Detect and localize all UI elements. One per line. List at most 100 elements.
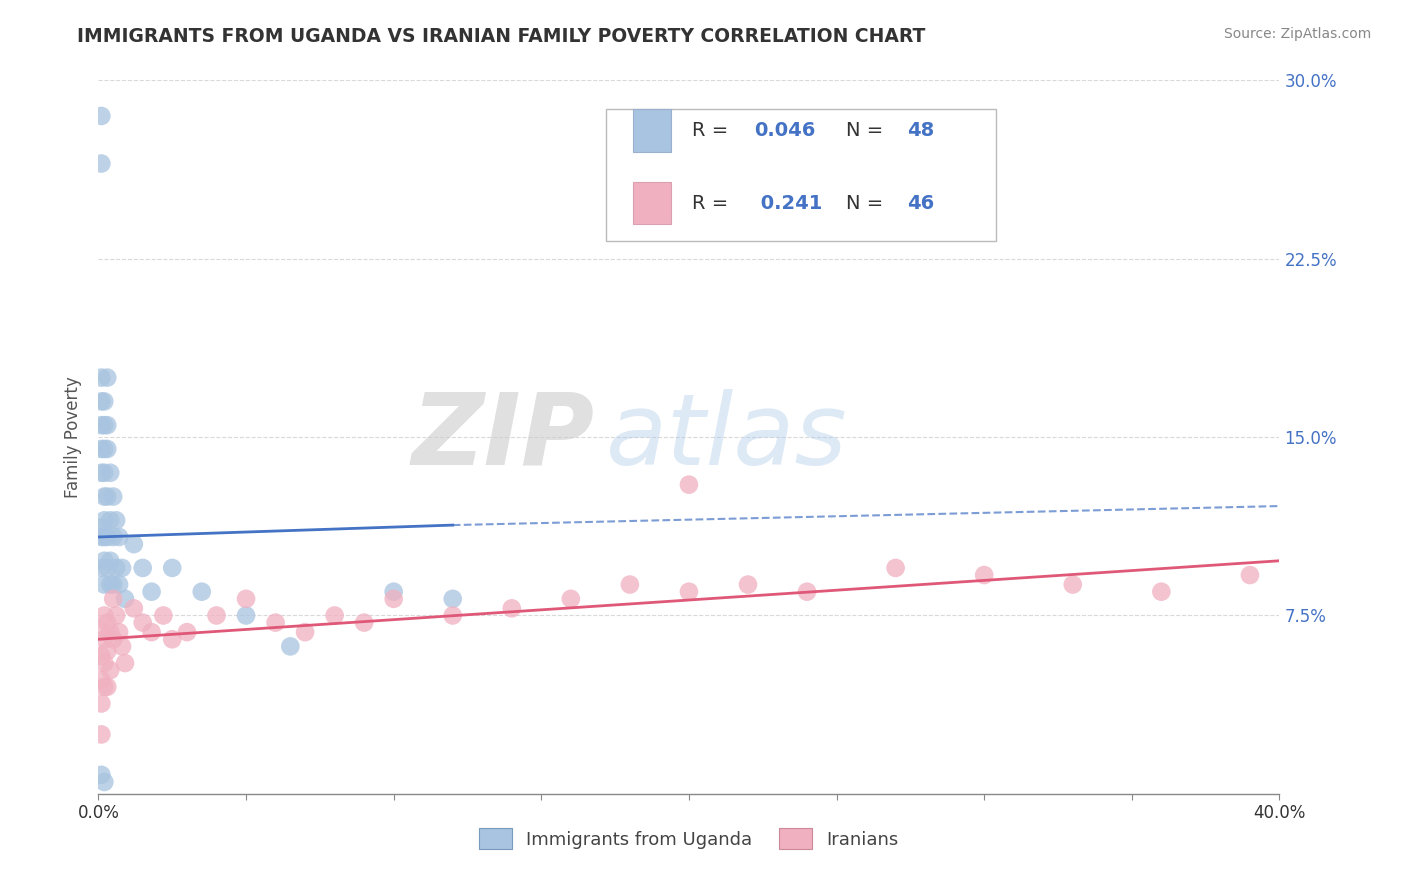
Point	[152, 608, 174, 623]
Point	[235, 591, 257, 606]
Point	[90, 697, 112, 711]
Legend: Immigrants from Uganda, Iranians: Immigrants from Uganda, Iranians	[472, 821, 905, 856]
Point	[93, 513, 115, 527]
Point	[108, 577, 131, 591]
Point	[93, 530, 115, 544]
Point	[90, 156, 112, 170]
Point	[96, 370, 118, 384]
Point	[96, 530, 118, 544]
Point	[105, 561, 128, 575]
Point	[280, 640, 302, 654]
Point	[103, 490, 125, 504]
Point	[93, 394, 115, 409]
Point	[90, 520, 112, 534]
Point	[90, 442, 112, 456]
Point	[98, 466, 121, 480]
Point	[90, 673, 112, 687]
Point	[114, 656, 136, 670]
Point	[90, 394, 112, 409]
Point	[93, 466, 115, 480]
Point	[205, 608, 228, 623]
Point	[108, 625, 131, 640]
Point	[737, 577, 759, 591]
Point	[884, 561, 907, 575]
Point	[105, 608, 128, 623]
Text: ZIP: ZIP	[412, 389, 595, 485]
Text: 0.046: 0.046	[754, 120, 815, 140]
Point	[93, 577, 115, 591]
Y-axis label: Family Poverty: Family Poverty	[65, 376, 83, 498]
Point	[90, 466, 112, 480]
Point	[111, 561, 134, 575]
Point	[93, 656, 115, 670]
Text: N =: N =	[846, 194, 890, 212]
Point	[176, 625, 198, 640]
Text: atlas: atlas	[606, 389, 848, 485]
Point	[96, 615, 118, 630]
Point	[90, 727, 112, 741]
Point	[96, 561, 118, 575]
Point	[93, 418, 115, 433]
Text: N =: N =	[846, 120, 890, 140]
Point	[973, 568, 995, 582]
Point	[90, 109, 112, 123]
Point	[90, 370, 112, 384]
Point	[93, 680, 115, 694]
Point	[108, 530, 131, 544]
Point	[796, 584, 818, 599]
Text: R =: R =	[693, 194, 735, 212]
Point	[93, 490, 115, 504]
Point	[1150, 584, 1173, 599]
Point	[93, 442, 115, 456]
Point	[141, 625, 163, 640]
Point	[294, 625, 316, 640]
Text: Source: ZipAtlas.com: Source: ZipAtlas.com	[1223, 27, 1371, 41]
Point	[90, 625, 112, 640]
Point	[98, 577, 121, 591]
Point	[105, 513, 128, 527]
Point	[103, 577, 125, 591]
Point	[264, 615, 287, 630]
Point	[114, 591, 136, 606]
Point	[96, 442, 118, 456]
Point	[678, 477, 700, 491]
Point	[96, 680, 118, 694]
Text: 48: 48	[907, 120, 935, 140]
Point	[162, 561, 183, 575]
Point	[1239, 568, 1261, 582]
Point	[103, 591, 125, 606]
Text: 46: 46	[907, 194, 935, 212]
Point	[96, 490, 118, 504]
Point	[382, 584, 405, 599]
Point	[132, 615, 155, 630]
Point	[111, 640, 134, 654]
Point	[93, 608, 115, 623]
Point	[191, 584, 214, 599]
Point	[93, 775, 115, 789]
Point	[98, 625, 121, 640]
Point	[90, 418, 112, 433]
Point	[382, 591, 405, 606]
Point	[560, 591, 582, 606]
Point	[441, 608, 464, 623]
Point	[98, 513, 121, 527]
Point	[103, 530, 125, 544]
Point	[90, 561, 112, 575]
Point	[122, 601, 145, 615]
Bar	[634, 109, 671, 152]
Point	[122, 537, 145, 551]
Point	[501, 601, 523, 615]
Point	[98, 663, 121, 677]
Point	[678, 584, 700, 599]
Point	[96, 418, 118, 433]
Point	[132, 561, 155, 575]
Text: IMMIGRANTS FROM UGANDA VS IRANIAN FAMILY POVERTY CORRELATION CHART: IMMIGRANTS FROM UGANDA VS IRANIAN FAMILY…	[77, 27, 925, 45]
Point	[323, 608, 346, 623]
Point	[90, 648, 112, 663]
Point	[98, 554, 121, 568]
Point	[162, 632, 183, 647]
Point	[90, 768, 112, 782]
Point	[93, 632, 115, 647]
Bar	[634, 182, 671, 225]
Point	[441, 591, 464, 606]
